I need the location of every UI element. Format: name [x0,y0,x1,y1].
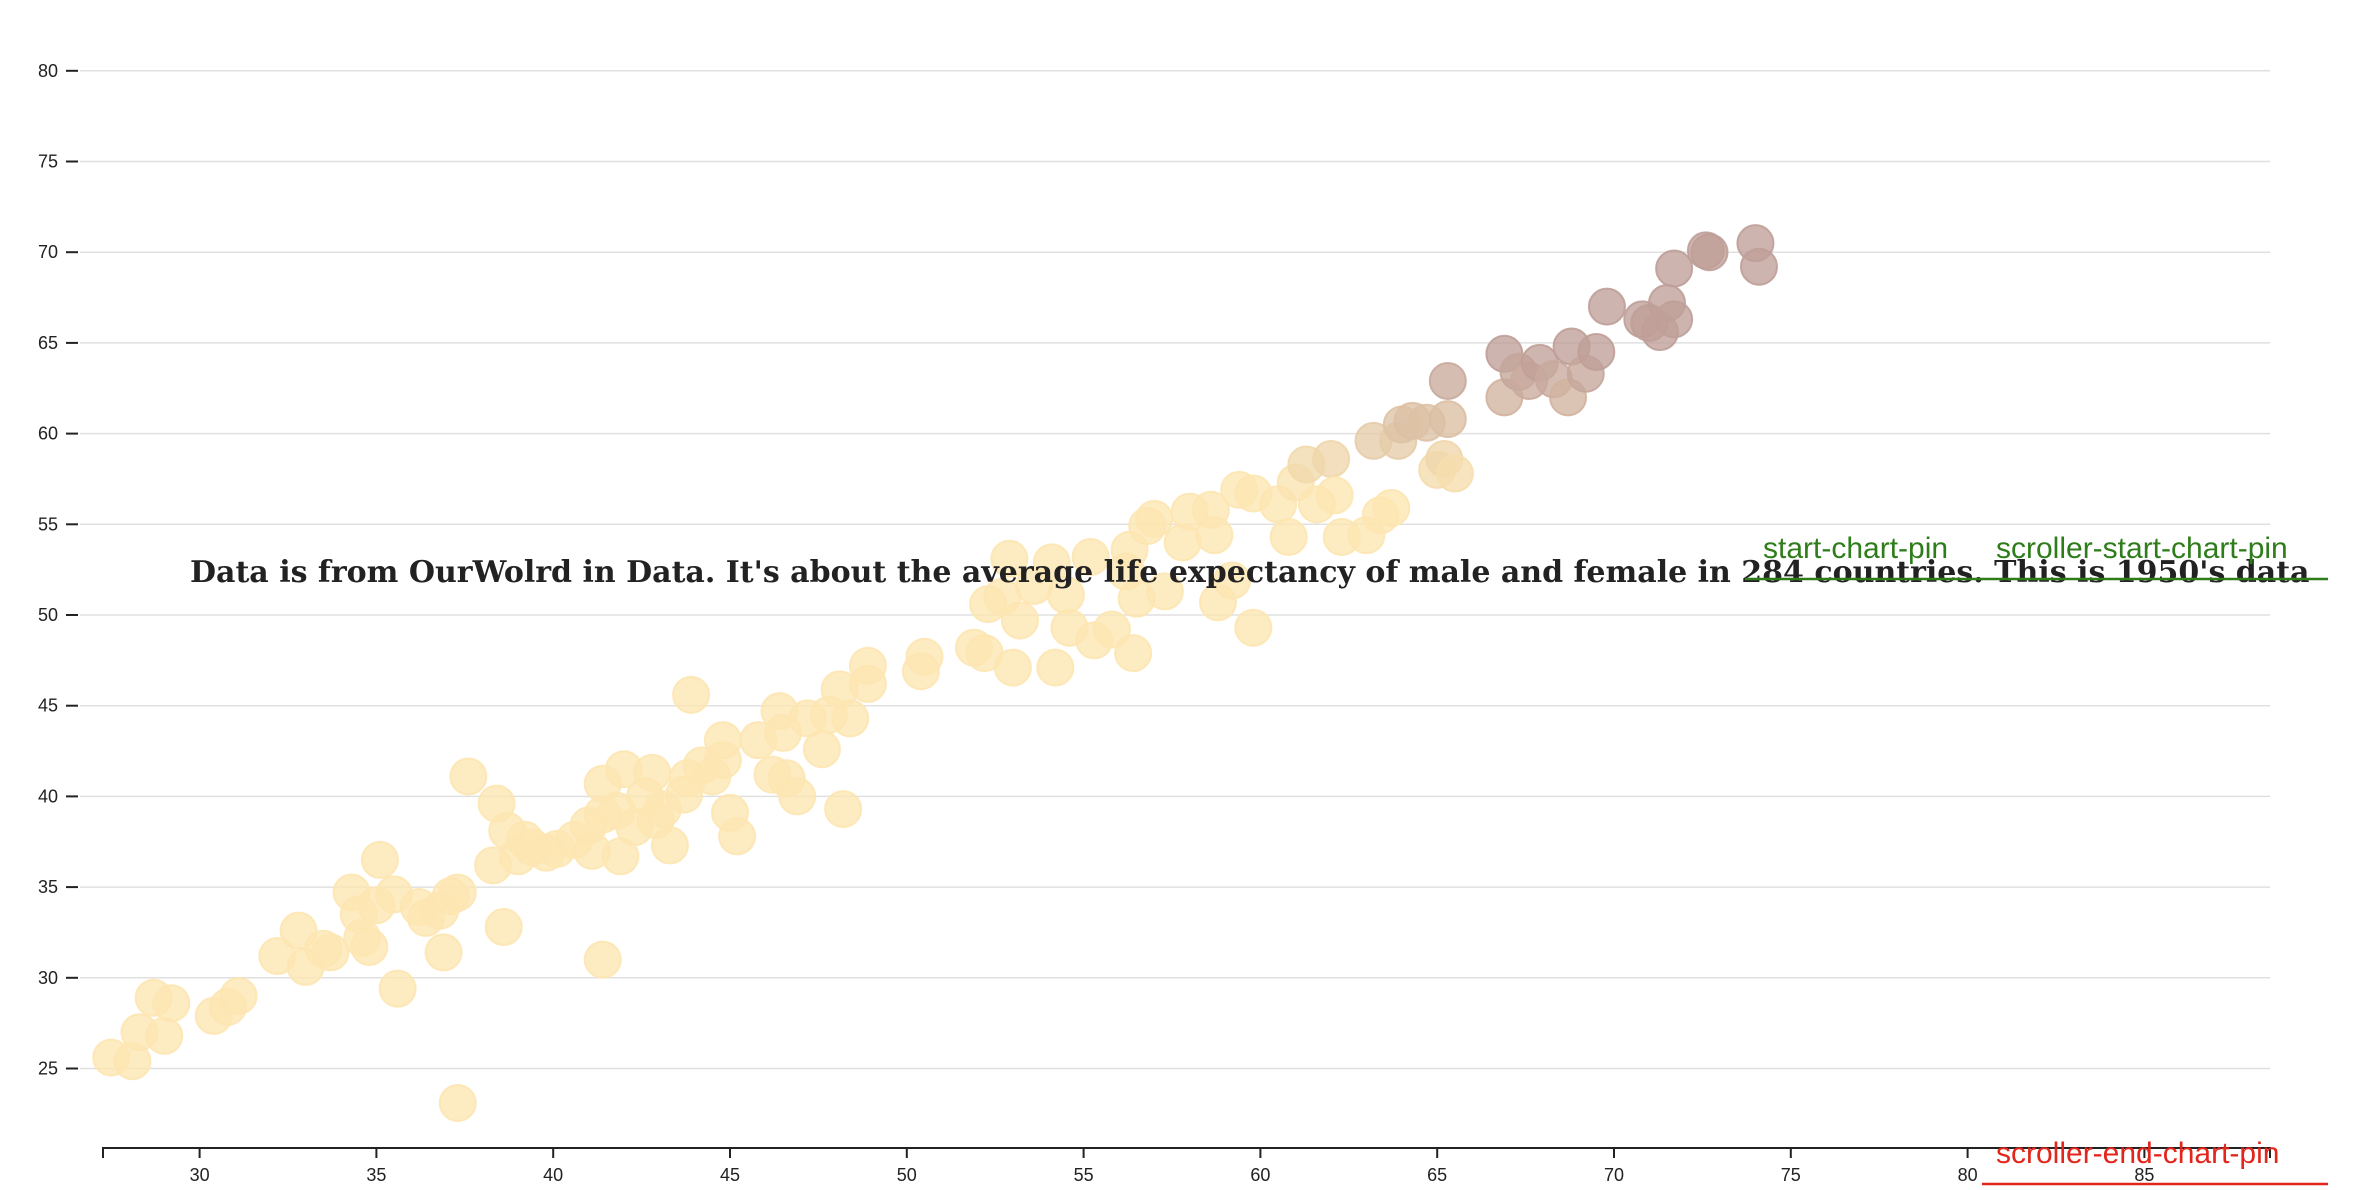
scroller-end-chart-pin-label: scroller-end-chart-pin [1996,1137,2279,1170]
data-point [1428,400,1467,439]
data-point [1234,608,1273,647]
x-axis: 30 35 40 45 50 55 60 65 70 75 80 85 [102,1147,2271,1185]
end-pin-group: scroller-end-chart-pin [1982,1137,2328,1186]
x-tick-label-55: 55 [1074,1165,1094,1185]
data-point [1092,610,1131,649]
data-point [703,721,742,760]
data-point [633,753,672,792]
data-point [672,675,711,714]
data-point [152,984,191,1023]
data-point [1269,517,1308,556]
data-point [1372,488,1411,527]
x-tick-label-65: 65 [1427,1165,1447,1185]
data-point [219,976,258,1015]
data-point [484,908,523,947]
y-tick-label-45: 45 [38,696,58,716]
data-point [1000,601,1039,640]
data-point [1071,537,1110,576]
data-point [1114,634,1153,673]
data-point [1577,332,1616,371]
data-point [1195,516,1234,555]
data-point [1135,499,1174,538]
x-tick-label-45: 45 [720,1165,740,1185]
data-point [1032,543,1071,582]
x-tick-label-40: 40 [543,1165,563,1185]
data-point [1145,572,1184,611]
data-point [145,1016,184,1055]
data-point [993,648,1032,687]
data-point [905,637,944,676]
data-point [360,840,399,879]
y-tick-label-55: 55 [38,514,58,534]
data-point [1315,476,1354,515]
y-tick-label-70: 70 [38,242,58,262]
y-tick-label-75: 75 [38,152,58,172]
data-points [92,224,1778,1122]
data-point [848,646,887,685]
start-chart-pin-label: start-chart-pin [1763,532,1948,565]
data-point [1435,454,1474,493]
data-point [311,933,350,972]
data-point [718,817,757,856]
y-tick-label-65: 65 [38,333,58,353]
data-point [990,539,1029,578]
scroller-start-chart-pin-label: scroller-start-chart-pin [1996,532,2288,565]
data-point [438,1083,477,1122]
x-tick-label-80: 80 [1958,1165,1978,1185]
y-axis: 25 30 35 40 45 50 55 60 65 70 75 80 [38,61,78,1079]
data-point [378,969,417,1008]
start-pin-group: start-chart-pin scroller-start-chart-pin [1745,532,2328,581]
y-tick-label-40: 40 [38,786,58,806]
data-point [824,790,863,829]
data-point [802,730,841,769]
data-point [583,940,622,979]
y-tick-label-35: 35 [38,877,58,897]
data-point [350,927,389,966]
data-point [650,826,689,865]
data-point [1655,249,1694,288]
x-axis-line [102,1147,2271,1158]
x-tick-label-35: 35 [366,1165,386,1185]
chart-caption: Data is from OurWolrd in Data. It's abou… [190,555,2310,590]
x-tick-label-70: 70 [1604,1165,1624,1185]
data-point [831,699,870,738]
x-tick-label-85: 85 [2134,1165,2154,1185]
data-point [1655,300,1694,339]
data-point [778,777,817,816]
data-point [438,873,477,912]
data-point [1036,648,1075,687]
y-tick-label-25: 25 [38,1059,58,1079]
x-tick-label-30: 30 [190,1165,210,1185]
data-point [1312,439,1351,478]
x-tick-label-50: 50 [897,1165,917,1185]
data-point [1428,361,1467,400]
data-point [1587,287,1626,326]
data-point [1690,233,1729,272]
y-tick-label-80: 80 [38,61,58,81]
data-point [449,757,488,796]
y-tick-label-60: 60 [38,424,58,444]
y-tick-label-30: 30 [38,968,58,988]
data-point [424,933,463,972]
data-point [1213,561,1252,600]
data-point [1739,247,1778,286]
x-tick-label-60: 60 [1250,1165,1270,1185]
x-tick-label-75: 75 [1781,1165,1801,1185]
y-tick-label-50: 50 [38,605,58,625]
